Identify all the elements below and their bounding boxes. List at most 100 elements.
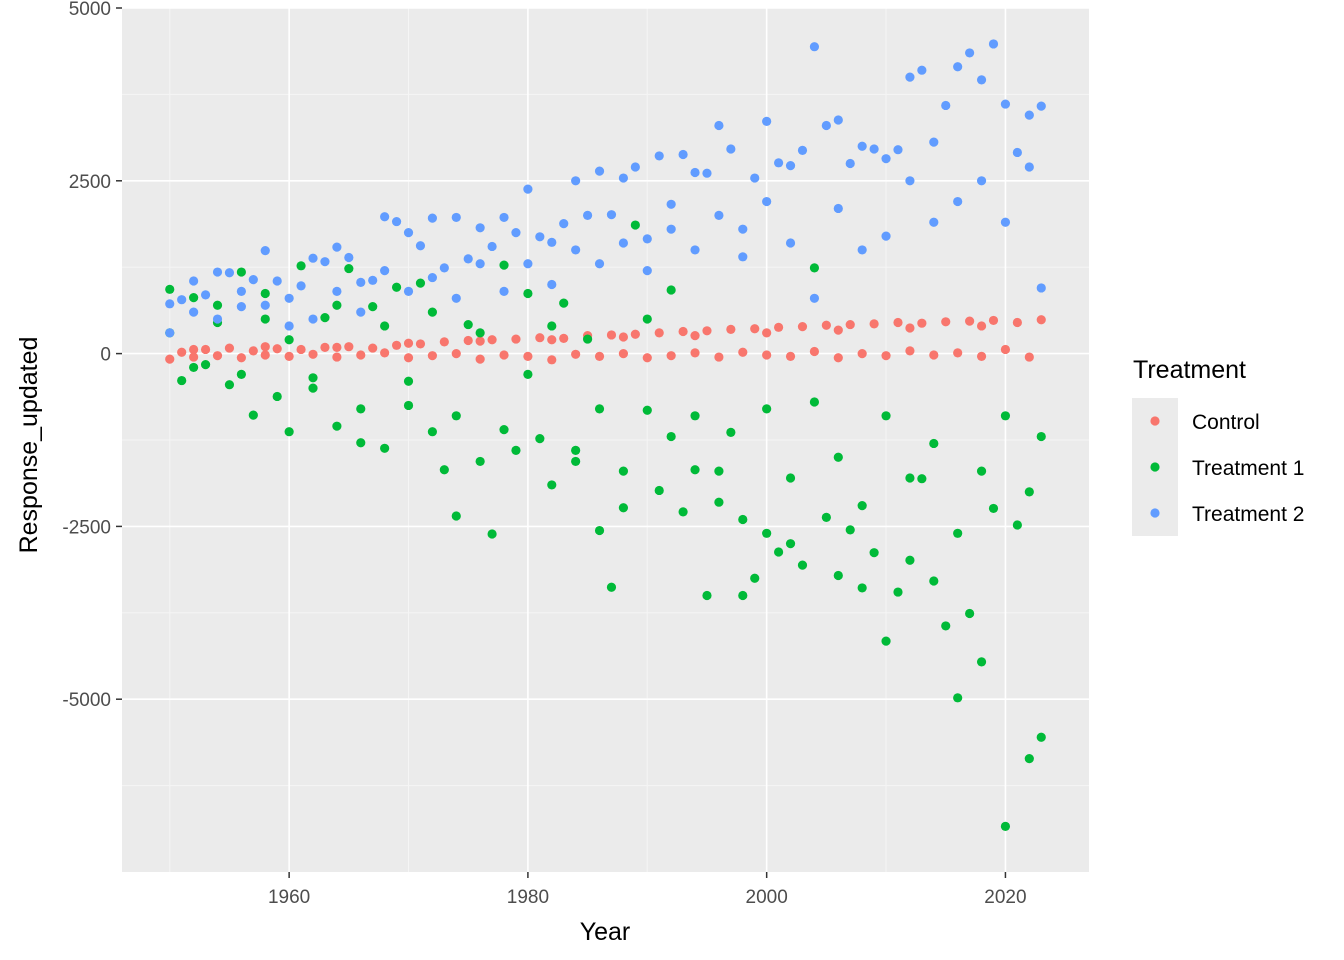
data-point: [368, 275, 378, 285]
data-point: [594, 259, 605, 269]
data-point: [953, 196, 963, 207]
data-point: [356, 404, 366, 414]
data-point: [988, 503, 999, 514]
data-point: [344, 342, 354, 352]
data-point: [499, 260, 509, 270]
series-control: [165, 315, 1046, 365]
data-point: [403, 228, 414, 238]
data-point: [881, 411, 891, 421]
data-points: [165, 39, 1046, 831]
legend-key-point: [1150, 416, 1160, 426]
data-point: [427, 213, 437, 223]
data-point: [451, 511, 461, 521]
data-point: [678, 326, 688, 337]
data-point: [690, 411, 700, 421]
legend-item: Treatment 1: [1132, 444, 1304, 490]
data-point: [463, 254, 473, 264]
data-point: [833, 353, 843, 363]
data-point: [678, 507, 688, 517]
y-tick-label: 5000: [69, 0, 111, 20]
data-point: [726, 324, 736, 335]
data-point: [356, 438, 366, 448]
data-point: [499, 425, 509, 435]
data-point: [594, 404, 605, 414]
data-point: [797, 145, 808, 155]
data-point: [606, 210, 617, 220]
data-point: [380, 321, 390, 331]
data-point: [690, 167, 700, 178]
data-point: [320, 257, 330, 267]
data-point: [750, 173, 760, 183]
data-point: [666, 431, 676, 442]
data-point: [189, 344, 199, 355]
data-point: [212, 314, 223, 324]
data-point: [929, 137, 939, 147]
data-point: [487, 335, 497, 345]
data-point: [809, 397, 820, 407]
data-point: [499, 286, 509, 296]
data-point: [905, 323, 915, 333]
data-point: [344, 263, 354, 274]
data-point: [212, 351, 223, 361]
x-tick-label: 2020: [984, 887, 1026, 908]
data-point: [499, 212, 509, 223]
data-point: [368, 302, 378, 312]
data-point: [785, 473, 796, 483]
data-point: [857, 501, 867, 511]
data-point: [690, 465, 700, 475]
data-point: [1036, 101, 1046, 111]
data-point: [869, 548, 879, 558]
data-point: [821, 512, 831, 523]
data-point: [594, 525, 605, 536]
data-point: [523, 259, 533, 269]
data-point: [833, 203, 843, 214]
data-point: [165, 284, 175, 294]
y-tick-label: 0: [100, 345, 111, 366]
data-point: [571, 245, 581, 255]
data-point: [224, 268, 235, 278]
data-point: [941, 100, 951, 111]
data-point: [403, 286, 414, 296]
data-point: [284, 427, 294, 437]
data-point: [845, 158, 855, 169]
data-point: [523, 369, 533, 379]
legend-key-point: [1150, 508, 1160, 518]
data-point: [833, 115, 843, 125]
data-point: [391, 340, 402, 350]
x-tick-label: 1960: [268, 887, 310, 908]
data-point: [1012, 147, 1022, 158]
data-point: [845, 525, 855, 535]
data-point: [809, 346, 820, 357]
data-point: [821, 120, 831, 131]
data-point: [976, 321, 987, 331]
data-point: [165, 354, 175, 364]
data-point: [630, 220, 640, 230]
minor-gridlines: [122, 8, 1089, 872]
data-point: [642, 353, 652, 363]
data-point: [905, 72, 915, 82]
data-point: [571, 349, 581, 359]
data-point: [320, 342, 330, 352]
data-point: [702, 590, 712, 601]
data-point: [547, 355, 557, 365]
data-point: [833, 570, 843, 581]
data-point: [165, 328, 175, 338]
data-point: [630, 162, 640, 172]
data-point: [976, 351, 987, 361]
data-point: [308, 373, 318, 383]
data-point: [642, 234, 652, 244]
data-point: [380, 348, 390, 358]
data-point: [224, 343, 235, 353]
x-tick-label: 2000: [746, 887, 788, 908]
data-point: [451, 349, 461, 359]
data-point: [415, 339, 426, 349]
data-point: [774, 547, 784, 557]
data-point: [976, 176, 987, 186]
data-point: [356, 307, 366, 317]
data-point: [177, 347, 187, 357]
x-tick-label: 1980: [507, 887, 549, 908]
data-point: [1000, 344, 1011, 355]
data-point: [368, 343, 378, 353]
data-point: [475, 259, 485, 269]
data-point: [571, 445, 581, 455]
